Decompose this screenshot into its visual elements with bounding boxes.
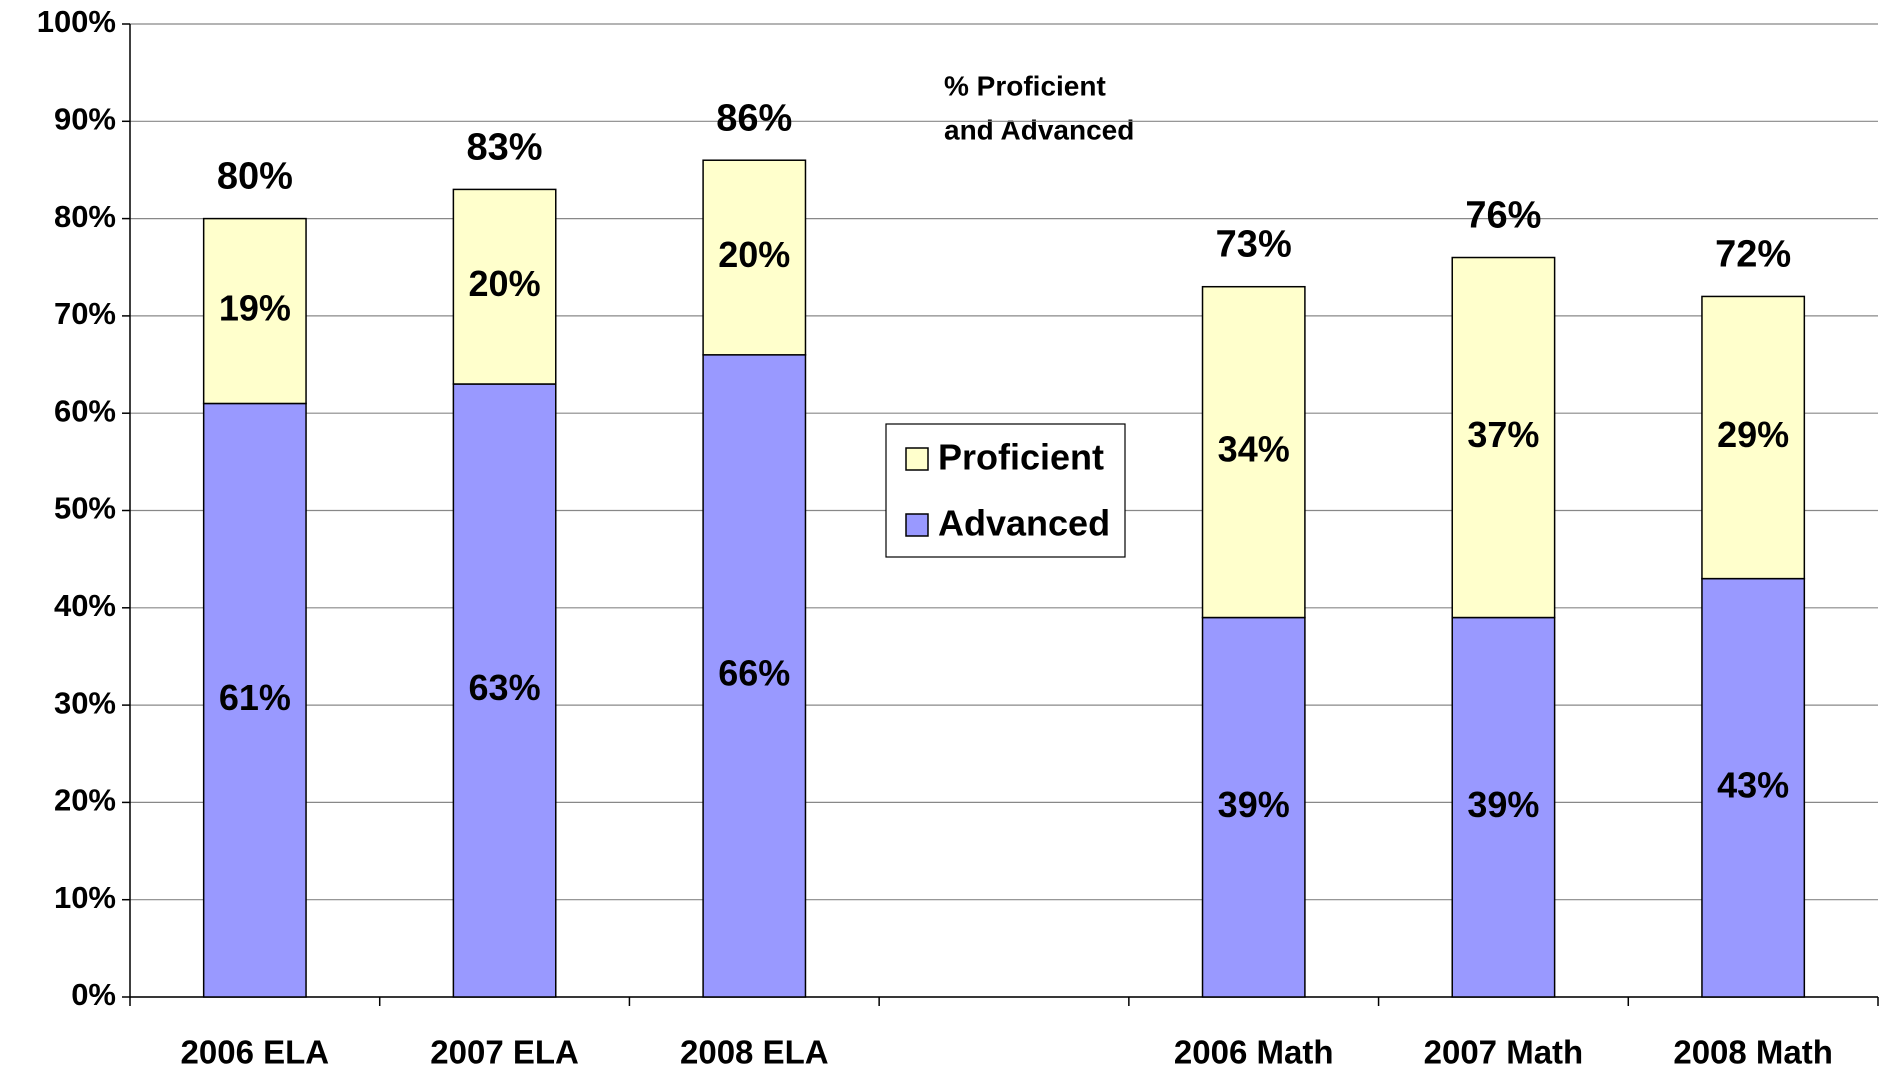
- bar-segment: [202, 217, 307, 405]
- bar-segment: [202, 402, 307, 998]
- x-tick-label: 2008 ELA: [680, 1034, 829, 1071]
- bar-segment: [702, 159, 807, 356]
- y-tick-label: 10%: [54, 880, 116, 915]
- y-tick-label: 30%: [54, 685, 116, 720]
- y-tick-label: 20%: [54, 783, 116, 818]
- x-tick-label: 2006 Math: [1174, 1034, 1334, 1071]
- bar-segment: [1701, 295, 1806, 580]
- data-label: 43%: [1717, 764, 1789, 805]
- total-label: 72%: [1715, 233, 1791, 275]
- data-label: 19%: [219, 288, 291, 329]
- total-label: 83%: [467, 126, 543, 168]
- bar-segment: [702, 354, 807, 998]
- bar-segment: [1451, 616, 1556, 998]
- x-tick-label: 2007 Math: [1424, 1034, 1584, 1071]
- y-tick-label: 100%: [37, 4, 116, 39]
- bar-segment: [452, 383, 557, 998]
- bar-segment: [452, 188, 557, 385]
- x-tick-label: 2007 ELA: [430, 1034, 579, 1071]
- y-tick-label: 90%: [54, 101, 116, 136]
- y-tick-label: 70%: [54, 296, 116, 331]
- legend-swatch: [905, 447, 929, 471]
- y-tick-label: 40%: [54, 588, 116, 623]
- x-tick-label: 2006 ELA: [181, 1034, 330, 1071]
- data-label: 66%: [718, 652, 790, 693]
- data-label: 39%: [1467, 784, 1539, 825]
- bar-segment: [1701, 577, 1806, 998]
- data-label: 20%: [718, 234, 790, 275]
- data-label: 34%: [1218, 429, 1290, 470]
- legend-label: Proficient: [938, 437, 1104, 478]
- x-tick-label: 2008 Math: [1673, 1034, 1833, 1071]
- legend: Proficient Advanced: [885, 423, 1126, 558]
- data-label: 63%: [469, 667, 541, 708]
- total-label: 86%: [716, 97, 792, 139]
- y-tick-label: 60%: [54, 393, 116, 428]
- data-label: 20%: [469, 263, 541, 304]
- y-tick-label: 0%: [71, 977, 116, 1012]
- total-label: 80%: [217, 156, 293, 198]
- total-label: 76%: [1465, 195, 1541, 237]
- bar-segment: [1201, 285, 1306, 619]
- annotation: and Advanced: [944, 114, 1134, 145]
- y-tick-label: 80%: [54, 199, 116, 234]
- total-label: 73%: [1216, 224, 1292, 266]
- bar-segment: [1451, 256, 1556, 619]
- bar-segment: [1201, 616, 1306, 998]
- data-label: 37%: [1467, 414, 1539, 455]
- legend-label: Advanced: [938, 503, 1110, 544]
- data-label: 61%: [219, 677, 291, 718]
- data-label: 39%: [1218, 784, 1290, 825]
- y-tick-label: 50%: [54, 491, 116, 526]
- legend-swatch: [905, 513, 929, 537]
- data-label: 29%: [1717, 414, 1789, 455]
- annotation: % Proficient: [944, 70, 1106, 101]
